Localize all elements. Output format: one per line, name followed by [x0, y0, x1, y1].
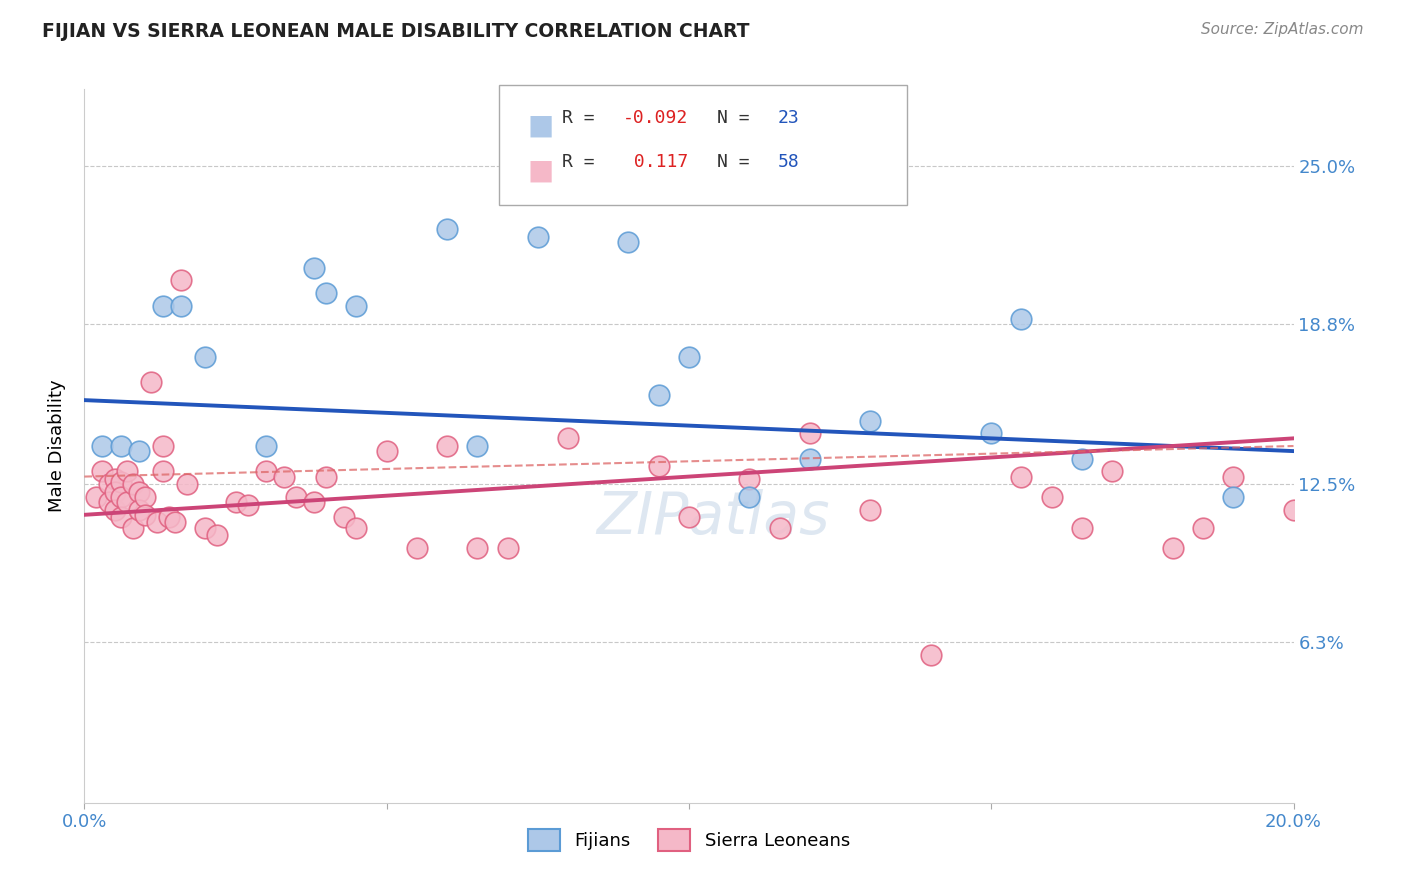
Point	[799, 451, 821, 466]
Point	[128, 444, 150, 458]
Point	[207, 528, 229, 542]
Point	[134, 490, 156, 504]
Point	[859, 413, 882, 427]
Point	[115, 495, 138, 509]
Point	[121, 477, 143, 491]
Point	[285, 490, 308, 504]
Point	[104, 484, 127, 499]
Point	[859, 502, 882, 516]
Point	[254, 439, 277, 453]
Point	[1192, 520, 1215, 534]
Point	[273, 469, 295, 483]
Point	[97, 495, 120, 509]
Point	[110, 490, 132, 504]
Point	[617, 235, 640, 249]
Point	[1222, 469, 1244, 483]
Point	[104, 502, 127, 516]
Point	[110, 475, 132, 489]
Text: FIJIAN VS SIERRA LEONEAN MALE DISABILITY CORRELATION CHART: FIJIAN VS SIERRA LEONEAN MALE DISABILITY…	[42, 22, 749, 41]
Point	[110, 510, 132, 524]
Point	[1161, 541, 1184, 555]
Point	[678, 350, 700, 364]
Point	[678, 510, 700, 524]
Point	[1282, 502, 1305, 516]
Point	[496, 541, 519, 555]
Point	[1011, 311, 1033, 326]
Point	[315, 469, 337, 483]
Point	[170, 299, 193, 313]
Text: 58: 58	[778, 153, 799, 171]
Point	[91, 465, 114, 479]
Text: 0.117: 0.117	[623, 153, 688, 171]
Point	[346, 299, 368, 313]
Text: 23: 23	[778, 109, 799, 127]
Point	[152, 439, 174, 453]
Point	[648, 388, 671, 402]
Point	[406, 541, 429, 555]
Point	[738, 472, 761, 486]
Point	[97, 477, 120, 491]
Point	[648, 459, 671, 474]
Point	[152, 465, 174, 479]
Point	[146, 516, 169, 530]
Point	[1222, 490, 1244, 504]
Point	[436, 222, 458, 236]
Point	[1071, 520, 1094, 534]
Point	[346, 520, 368, 534]
Legend: Fijians, Sierra Leoneans: Fijians, Sierra Leoneans	[520, 822, 858, 858]
Point	[1101, 465, 1123, 479]
Text: N =: N =	[717, 109, 761, 127]
Point	[980, 426, 1002, 441]
Text: ■: ■	[527, 156, 554, 184]
Point	[91, 439, 114, 453]
Point	[194, 350, 217, 364]
Point	[315, 286, 337, 301]
Point	[110, 439, 132, 453]
Point	[86, 490, 108, 504]
Text: N =: N =	[717, 153, 761, 171]
Point	[139, 376, 162, 390]
Point	[104, 472, 127, 486]
Y-axis label: Male Disability: Male Disability	[48, 380, 66, 512]
Point	[557, 431, 579, 445]
Point	[1040, 490, 1063, 504]
Point	[1011, 469, 1033, 483]
Point	[152, 299, 174, 313]
Text: ZIPatlas: ZIPatlas	[596, 489, 830, 546]
Point	[527, 230, 550, 244]
Point	[302, 260, 325, 275]
Point	[738, 490, 761, 504]
Point	[134, 508, 156, 522]
Point	[194, 520, 217, 534]
Point	[128, 502, 150, 516]
Point	[333, 510, 356, 524]
Point	[225, 495, 247, 509]
Text: R =: R =	[562, 153, 617, 171]
Point	[467, 439, 489, 453]
Point	[436, 439, 458, 453]
Text: -0.092: -0.092	[623, 109, 688, 127]
Point	[254, 465, 277, 479]
Text: ■: ■	[527, 112, 554, 139]
Text: R =: R =	[562, 109, 606, 127]
Text: Source: ZipAtlas.com: Source: ZipAtlas.com	[1201, 22, 1364, 37]
Point	[121, 520, 143, 534]
Point	[799, 426, 821, 441]
Point	[236, 498, 259, 512]
Point	[302, 495, 325, 509]
Point	[467, 541, 489, 555]
Point	[115, 465, 138, 479]
Point	[920, 648, 942, 662]
Point	[157, 510, 180, 524]
Point	[165, 516, 187, 530]
Point	[170, 273, 193, 287]
Point	[128, 484, 150, 499]
Point	[375, 444, 398, 458]
Point	[176, 477, 198, 491]
Point	[1071, 451, 1094, 466]
Point	[769, 520, 792, 534]
